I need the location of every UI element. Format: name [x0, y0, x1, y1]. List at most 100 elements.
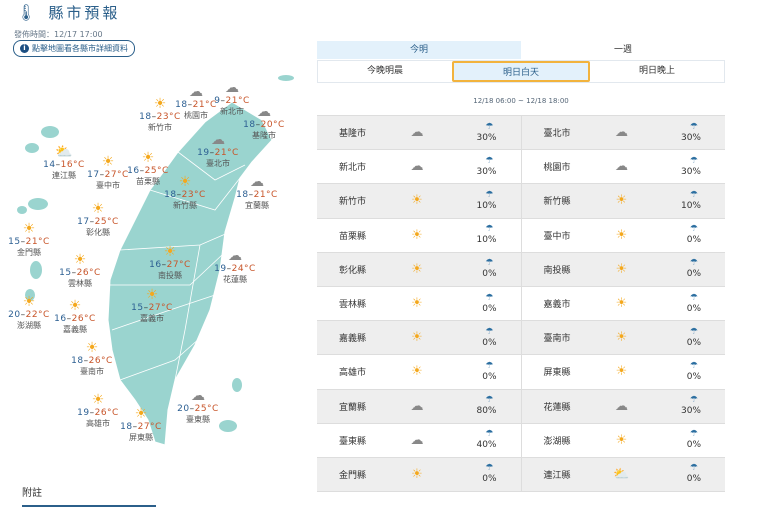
city-cell[interactable]: 高雄市 ☀ ☂ 0%: [317, 354, 521, 390]
city-name: 苗栗縣: [136, 177, 160, 186]
city-name: 臺東縣: [186, 415, 210, 424]
temp-range: 9–21°C: [214, 96, 250, 106]
thermometer-icon: 🌡: [16, 3, 37, 22]
map-city[interactable]: ☀ 20–22°C 澎湖縣: [0, 294, 59, 331]
map-city[interactable]: ☀ 15–21°C 金門縣: [0, 221, 59, 258]
table-row: 宜蘭縣 ☁ ☂ 80% 花蓮縣 ☁ ☂ 30%: [317, 388, 725, 424]
city-cell[interactable]: 臺南市 ☀ ☂ 0%: [520, 320, 725, 356]
city-cell[interactable]: 澎湖縣 ☀ ☂ 0%: [520, 422, 725, 458]
city-cell[interactable]: 苗栗縣 ☀ ☂ 10%: [317, 217, 521, 253]
primary-tabs: 今明 一週: [317, 41, 725, 59]
map-city[interactable]: ☁ 19–24°C 花蓮縣: [205, 248, 265, 285]
city-name: 苗栗縣: [339, 231, 367, 242]
partly-cloudy-icon: ⛅: [613, 466, 630, 482]
map-city[interactable]: ☀ 17–25°C 彰化縣: [68, 201, 128, 238]
umbrella-icon: ☂: [689, 155, 698, 166]
sunny-icon: ☀: [615, 330, 628, 346]
sunny-icon: ☀: [615, 364, 628, 380]
map-city[interactable]: ☁ 18–21°C 宜蘭縣: [227, 174, 287, 211]
map-city[interactable]: ☀ 18–23°C 新竹市: [130, 96, 190, 133]
map-city[interactable]: ☁ 19–21°C 臺北市: [188, 132, 248, 169]
temp-range: 16–25°C: [127, 166, 169, 176]
umbrella-icon: ☂: [485, 258, 494, 269]
table-row: 彰化縣 ☀ ☂ 0% 南投縣 ☀ ☂ 0%: [317, 251, 725, 287]
rain-probability: 30%: [476, 132, 497, 143]
city-cell[interactable]: 新竹縣 ☀ ☂ 10%: [520, 183, 725, 219]
city-cell[interactable]: 桃園市 ☁ ☂ 30%: [520, 149, 725, 185]
map-city[interactable]: ☀ 15–26°C 雲林縣: [50, 252, 110, 289]
map-city[interactable]: ☀ 18–27°C 屏東縣: [111, 406, 171, 443]
tab-week[interactable]: 一週: [613, 45, 632, 55]
cloud-rain-icon: ☁: [410, 398, 424, 414]
map-city[interactable]: ⛅ 14–16°C 連江縣: [34, 144, 94, 181]
city-cell[interactable]: 臺東縣 ☁ ☂ 40%: [317, 422, 521, 458]
map-city[interactable]: ☀ 19–26°C 高雄市: [68, 392, 128, 429]
map-city[interactable]: ☁ 18–21°C 桃園市: [166, 84, 226, 121]
rain-probability: 40%: [476, 440, 497, 451]
city-name: 金門縣: [339, 470, 367, 481]
temp-range: 17–25°C: [77, 217, 119, 227]
tab-tonight[interactable]: 今晚明晨: [366, 66, 403, 76]
city-cell[interactable]: 雲林縣 ☀ ☂ 0%: [317, 285, 521, 322]
map-city[interactable]: ☁ 18–20°C 基隆市: [234, 104, 294, 141]
map-city[interactable]: ☀ 16–27°C 南投縣: [140, 244, 200, 281]
table-row: 嘉義縣 ☀ ☂ 0% 臺南市 ☀ ☂ 0%: [317, 320, 725, 356]
map-city[interactable]: ☁ 9–21°C 新北市: [202, 80, 262, 117]
tab-tomorrow-day[interactable]: 明日白天: [452, 61, 590, 82]
map-city[interactable]: ☀ 16–26°C 嘉義縣: [45, 298, 105, 335]
city-cell[interactable]: 新竹市 ☀ ☂ 10%: [317, 183, 521, 219]
rain-probability: 0%: [686, 235, 701, 246]
page-title: 縣市預報: [48, 4, 121, 22]
city-name: 彰化縣: [86, 228, 110, 237]
map-city[interactable]: ☀ 18–23°C 新竹縣: [155, 174, 215, 211]
tab-today-tomorrow[interactable]: 今明: [317, 41, 521, 59]
tab-tomorrow-night[interactable]: 明日晚上: [638, 66, 675, 76]
umbrella-icon: ☂: [689, 292, 698, 303]
cloud-rain-icon: ☁: [191, 388, 205, 404]
city-cell[interactable]: 南投縣 ☀ ☂ 0%: [520, 251, 725, 287]
temp-range: 16–26°C: [54, 314, 96, 324]
city-cell[interactable]: 臺中市 ☀ ☂ 0%: [520, 217, 725, 253]
map-city[interactable]: ☀ 16–25°C 苗栗縣: [118, 150, 178, 187]
city-cell[interactable]: 臺北市 ☁ ☂ 30%: [520, 114, 725, 151]
rain-probability: 0%: [686, 337, 701, 348]
sunny-icon: ☀: [615, 261, 628, 277]
city-name: 彰化縣: [339, 265, 367, 276]
city-cell[interactable]: 連江縣 ⛅ ☂ 0%: [520, 456, 725, 493]
sunny-icon: ☀: [134, 406, 148, 422]
map-city[interactable]: ☁ 20–25°C 臺東縣: [168, 388, 228, 425]
city-cell[interactable]: 花蓮縣 ☁ ☂ 30%: [520, 388, 725, 424]
umbrella-icon: ☂: [485, 360, 494, 371]
city-cell[interactable]: 彰化縣 ☀ ☂ 0%: [317, 251, 521, 287]
table-row: 新竹市 ☀ ☂ 10% 新竹縣 ☀ ☂ 10%: [317, 183, 725, 219]
note-heading: 附註: [22, 484, 156, 507]
map-city[interactable]: ☀ 15–27°C 嘉義市: [122, 287, 182, 324]
city-cell[interactable]: 新北市 ☁ ☂ 30%: [317, 149, 521, 185]
temp-range: 18–26°C: [71, 356, 113, 366]
city-cell[interactable]: 嘉義市 ☀ ☂ 0%: [520, 285, 725, 322]
temp-range: 17–27°C: [87, 170, 129, 180]
cloud-rain-icon: ☁: [189, 84, 203, 100]
cloud-rain-icon: ☁: [228, 248, 242, 264]
rain-probability: 0%: [686, 269, 701, 280]
sunny-icon: ☀: [141, 150, 155, 166]
temp-range: 18–27°C: [120, 422, 162, 432]
city-cell[interactable]: 嘉義縣 ☀ ☂ 0%: [317, 320, 521, 356]
city-name: 桃園市: [184, 111, 208, 120]
city-cell[interactable]: 金門縣 ☀ ☂ 0%: [317, 456, 521, 493]
map-city[interactable]: ☀ 18–26°C 臺南市: [62, 340, 122, 377]
city-cell[interactable]: 屏東縣 ☀ ☂ 0%: [520, 354, 725, 390]
rain-probability: 0%: [686, 303, 701, 314]
city-cell[interactable]: 基隆市 ☁ ☂ 30%: [317, 114, 521, 151]
city-name: 臺東縣: [339, 436, 367, 447]
city-name: 臺中市: [96, 181, 120, 190]
temp-range: 15–27°C: [131, 303, 173, 313]
map-city[interactable]: ☀ 17–27°C 臺中市: [78, 154, 138, 191]
sunny-icon: ☀: [411, 466, 423, 482]
taiwan-map[interactable]: [0, 70, 300, 470]
map-hint-button[interactable]: i 點擊地圖看各縣市詳細資料: [13, 40, 135, 57]
city-name: 臺北市: [206, 159, 230, 168]
city-name: 金門縣: [17, 248, 41, 257]
rain-probability: 10%: [476, 235, 497, 246]
city-cell[interactable]: 宜蘭縣 ☁ ☂ 80%: [317, 388, 521, 424]
